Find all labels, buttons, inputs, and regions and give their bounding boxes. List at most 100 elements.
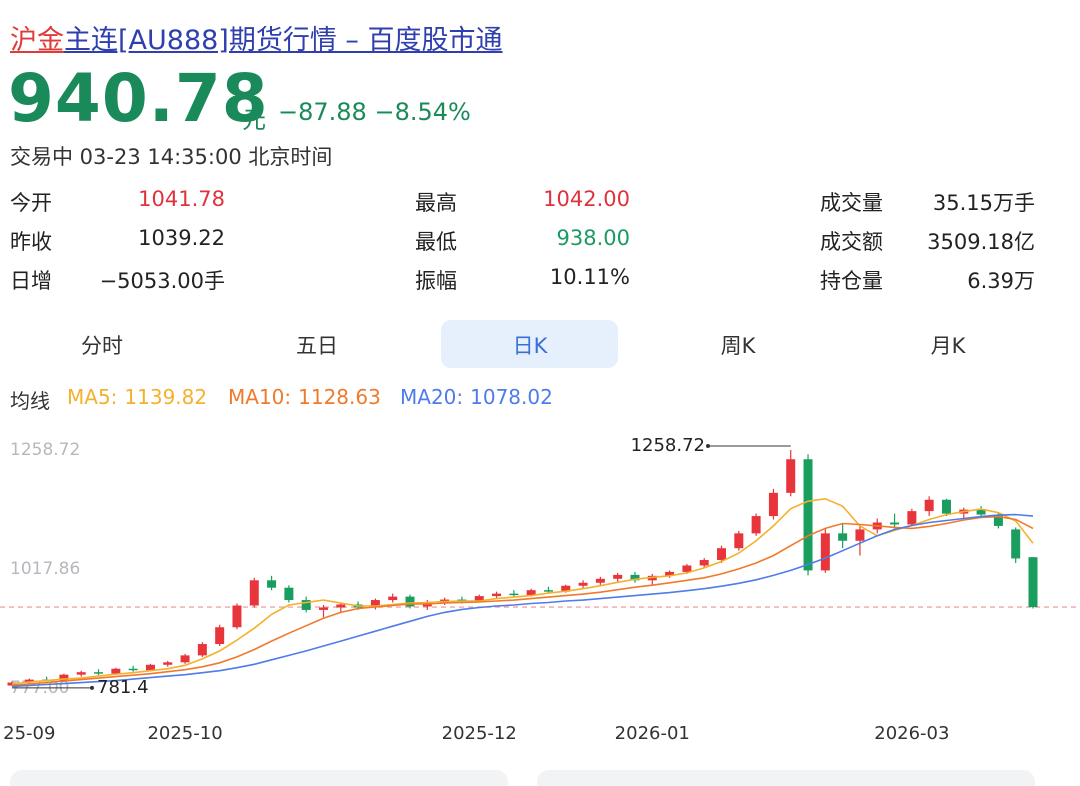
ma-legend: MA20: 1078.02 — [400, 385, 553, 409]
y-tick-label: 1258.72 — [10, 440, 80, 460]
tab[interactable]: 月K — [930, 334, 966, 358]
ma-value: 1128.63 — [298, 385, 381, 409]
candle-body — [993, 514, 1003, 526]
candle-body — [820, 533, 830, 571]
candle-body — [111, 668, 121, 674]
candle-body — [803, 459, 813, 571]
min-dot — [90, 685, 94, 690]
candle-body — [474, 596, 484, 602]
candle-body — [284, 587, 294, 601]
card[interactable] — [10, 770, 508, 786]
stat-value: 3509.18亿 — [927, 230, 1035, 254]
candle-body — [128, 668, 138, 671]
stat-label: 昨收 — [10, 230, 52, 254]
stat-value: 938.00 — [556, 226, 630, 250]
candle-body — [786, 459, 796, 493]
candle-body — [526, 590, 536, 596]
candle-body — [301, 600, 311, 610]
candle-body — [595, 578, 605, 583]
candle-body — [370, 600, 380, 608]
stat-label: 振幅 — [415, 269, 457, 293]
stat-label: 持仓量 — [820, 269, 883, 293]
ma-title: 均线 — [10, 389, 50, 413]
stat-label: 成交量 — [820, 191, 883, 215]
candle-body — [197, 644, 207, 656]
candle-body — [1011, 529, 1021, 559]
candle-body — [492, 593, 502, 597]
candle-body — [578, 582, 588, 586]
tab[interactable]: 分时 — [81, 334, 123, 358]
ma-name: MA10: — [228, 385, 292, 409]
ma-name: MA5: — [67, 385, 118, 409]
title-red[interactable]: 沪金 — [10, 25, 64, 56]
candle-body — [145, 664, 155, 671]
candle-body — [405, 596, 415, 607]
stat-label: 最低 — [415, 230, 457, 254]
candle-body — [249, 580, 259, 606]
candle-body — [924, 499, 934, 512]
candle-body — [1028, 557, 1038, 608]
min-label: 781.4 — [97, 677, 149, 698]
tab[interactable]: 五日 — [296, 334, 338, 358]
x-tick-label: 2026-01 — [615, 723, 690, 744]
x-tick-label: 2025-10 — [147, 723, 222, 744]
change-abs: −87.88 — [278, 98, 367, 126]
candle-body — [267, 580, 277, 588]
candle-body — [734, 533, 744, 549]
candle-body — [232, 605, 242, 628]
ma-line — [11, 513, 1034, 688]
y-tick-label: 1017.86 — [10, 559, 80, 579]
candle-body — [699, 560, 709, 566]
candle-body — [215, 627, 225, 645]
change-pct: −8.54% — [374, 98, 471, 126]
title-blue[interactable]: 主连[AU888]期货行情 – 百度股市通 — [64, 25, 503, 56]
candle-body — [855, 529, 865, 541]
candle-body — [682, 565, 692, 572]
candle-body — [76, 672, 86, 675]
ma-legend: MA10: 1128.63 — [228, 385, 381, 409]
candle-body — [336, 604, 346, 608]
card[interactable] — [537, 770, 1035, 786]
status: 交易中 03-23 14:35:00 北京时间 — [10, 145, 333, 169]
candle-body — [768, 492, 778, 517]
stat-value: 1042.00 — [543, 187, 630, 211]
ma-value: 1078.02 — [470, 385, 553, 409]
candle-body — [751, 516, 761, 534]
candle-body — [388, 596, 398, 601]
ma-line — [11, 515, 1034, 687]
candle-body — [94, 672, 104, 674]
candle-body — [24, 679, 34, 683]
x-tick-label: 25-09 — [3, 723, 55, 744]
candle-body — [318, 607, 328, 610]
tab[interactable]: 日K — [512, 334, 548, 358]
title[interactable]: 沪金主连[AU888]期货行情 – 百度股市通 — [10, 18, 503, 57]
candle-body — [543, 590, 553, 592]
change: −87.88 −8.54% — [278, 98, 471, 126]
candle-body — [613, 574, 623, 579]
candle-body — [941, 499, 951, 514]
stat-label: 最高 — [415, 191, 457, 215]
candle-body — [976, 509, 986, 515]
stat-label: 今开 — [10, 191, 52, 215]
candle-body — [163, 662, 173, 665]
candle-body — [717, 548, 727, 561]
tab[interactable]: 周K — [720, 334, 756, 358]
unit: 元 — [242, 106, 266, 134]
stat-value: 1041.78 — [138, 187, 225, 211]
stat-value: 6.39万 — [967, 269, 1035, 293]
candle-body — [907, 511, 917, 525]
ma-value: 1139.82 — [124, 385, 208, 409]
x-tick-label: 2025-12 — [442, 723, 517, 744]
stat-value: 35.15万手 — [932, 191, 1035, 215]
stat-value: 10.11% — [549, 265, 630, 289]
ma-name: MA20: — [400, 385, 464, 409]
candle-body — [7, 682, 17, 686]
stat-value: −5053.00手 — [99, 269, 225, 293]
candle-body — [561, 585, 571, 592]
candle-body — [59, 674, 69, 681]
candle-body — [509, 593, 519, 596]
price: 940.78 — [8, 60, 269, 137]
candle-body — [838, 533, 848, 541]
